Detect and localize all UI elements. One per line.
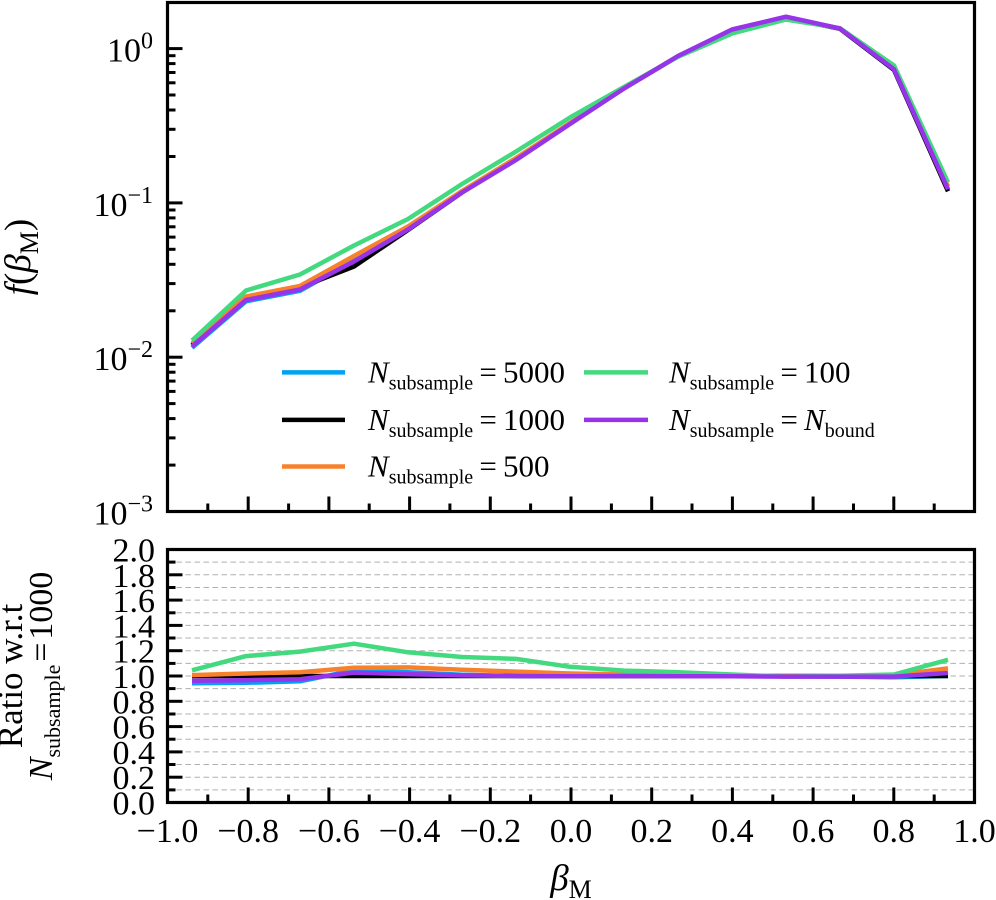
- svg-text:2.0: 2.0: [113, 533, 156, 570]
- svg-text:0.0: 0.0: [113, 786, 156, 823]
- svg-text:Nsubsample = 100: Nsubsample = 100: [668, 354, 851, 394]
- svg-text:1.0: 1.0: [953, 813, 996, 850]
- svg-text:Nsubsample = 500: Nsubsample = 500: [367, 449, 550, 489]
- svg-text:1.6: 1.6: [113, 583, 156, 620]
- svg-text:−1.0: −1.0: [137, 813, 199, 850]
- svg-text:1.4: 1.4: [113, 608, 156, 645]
- svg-text:0.6: 0.6: [792, 813, 835, 850]
- svg-text:Ratio w.r.t: Ratio w.r.t: [0, 603, 30, 748]
- svg-text:0.8: 0.8: [873, 813, 916, 850]
- svg-text:Nsubsample = Nbound: Nsubsample = Nbound: [668, 402, 875, 442]
- svg-text:1.2: 1.2: [113, 634, 156, 671]
- svg-text:0.4: 0.4: [113, 735, 156, 772]
- svg-text:0.0: 0.0: [550, 813, 593, 850]
- svg-text:−0.6: −0.6: [298, 813, 360, 850]
- svg-text:Nsubsample = 5000: Nsubsample = 5000: [367, 354, 565, 394]
- svg-text:Nsubsample = 1000: Nsubsample = 1000: [367, 402, 565, 442]
- svg-text:0.8: 0.8: [113, 684, 156, 721]
- svg-text:−0.4: −0.4: [379, 813, 441, 850]
- svg-text:0.2: 0.2: [630, 813, 673, 850]
- svg-text:0.4: 0.4: [711, 813, 754, 850]
- svg-text:−0.8: −0.8: [217, 813, 279, 850]
- svg-text:−0.2: −0.2: [459, 813, 521, 850]
- svg-text:Nsubsample = 1000: Nsubsample = 1000: [23, 572, 65, 781]
- svg-text:1.0: 1.0: [113, 659, 156, 696]
- svg-text:0.6: 0.6: [113, 710, 156, 747]
- svg-text:1.8: 1.8: [113, 558, 156, 595]
- svg-text:f(βM): f(βM): [0, 219, 44, 296]
- svg-text:0.2: 0.2: [113, 760, 156, 797]
